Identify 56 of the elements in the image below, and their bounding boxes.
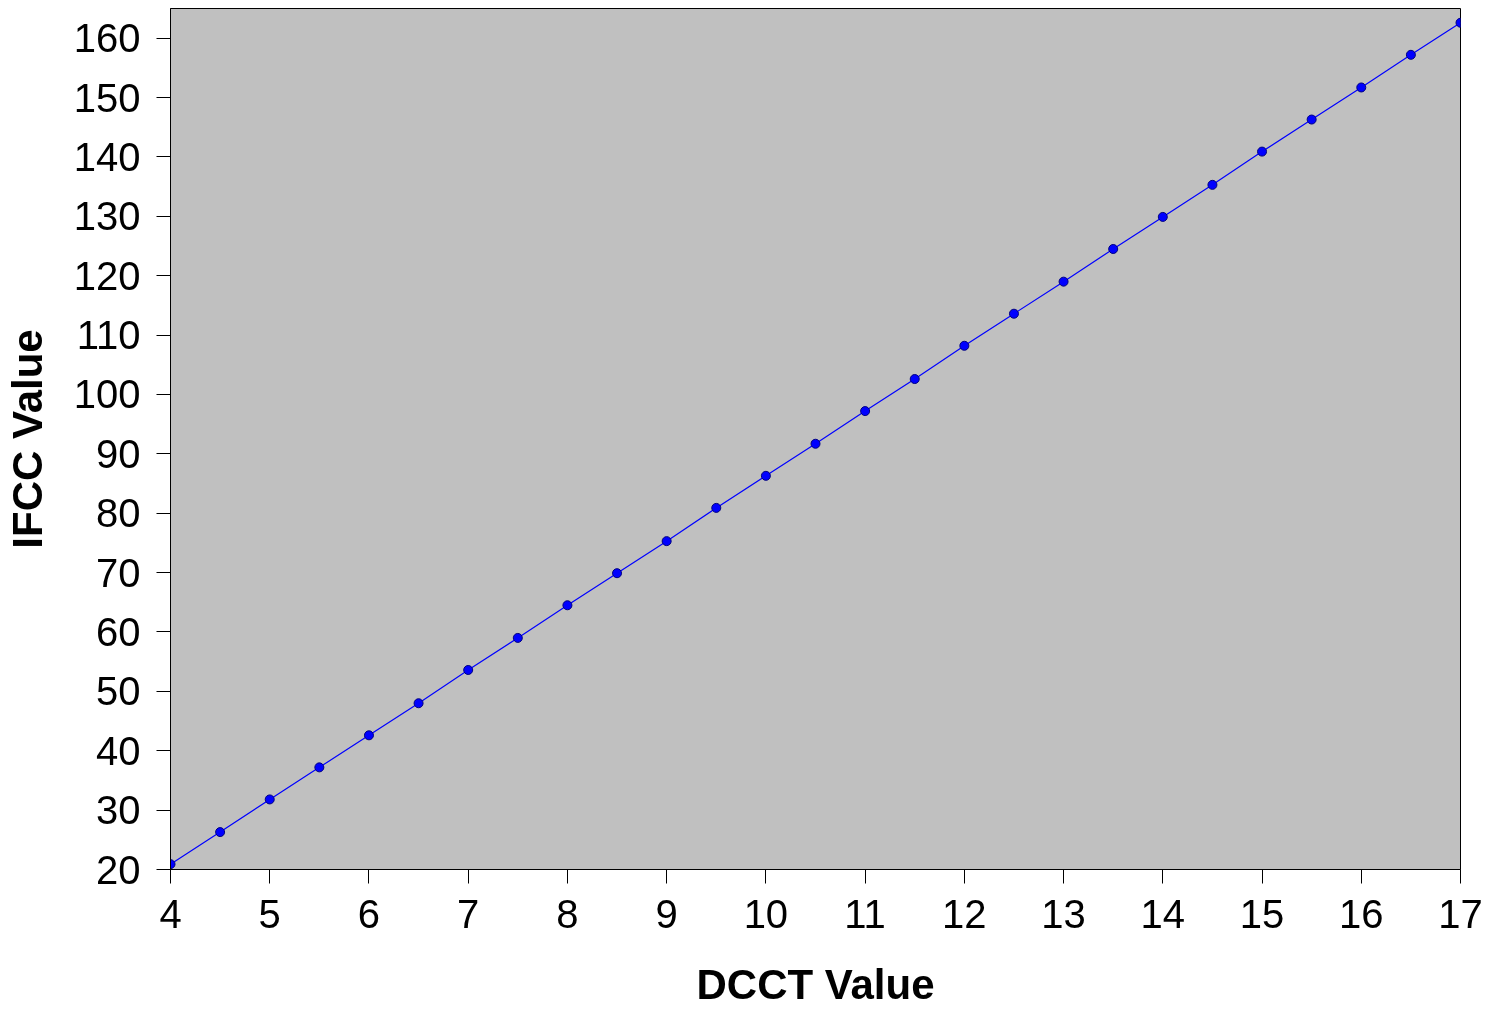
y-tick-label: 90 [96,431,141,476]
y-tick-label: 60 [96,609,141,654]
point [760,470,771,481]
x-axis-title: DCCT Value [696,960,935,1008]
point [711,502,722,513]
point [810,438,821,449]
y-tick-label: 80 [96,491,141,536]
point [1008,308,1019,319]
y-tick-label: 130 [73,194,141,239]
point [909,374,920,385]
point [463,664,474,675]
x-tick-label: 17 [1438,891,1483,936]
point [512,632,523,643]
point [1306,114,1317,125]
x-tick-label: 6 [357,891,381,936]
point [1058,276,1069,287]
x-tick-label: 13 [1041,891,1086,936]
y-tick-label: 30 [96,788,141,833]
x-tick-label: 14 [1140,891,1186,936]
x-tick-label: 8 [556,891,579,936]
point [1207,179,1218,190]
point [1405,49,1416,60]
y-tick-label: 70 [96,550,141,595]
y-tick-label: 160 [73,16,141,61]
point [1257,146,1268,157]
point [860,406,871,417]
x-tick-label: 11 [844,891,886,936]
point [959,340,970,351]
y-tick-label: 50 [96,669,141,714]
point [413,698,424,709]
y-tick-label: 100 [73,372,141,417]
x-tick-label: 5 [258,891,281,936]
y-tick-label: 110 [76,313,141,358]
y-axis-title: IFCC Value [3,329,51,549]
y-tick-label: 150 [73,75,141,120]
point [562,600,573,611]
x-tick-label: 7 [457,891,480,936]
point [661,536,672,547]
point [215,827,226,838]
point [363,730,374,741]
point [264,794,275,805]
y-tick-label: 20 [96,847,141,892]
x-tick-label: 12 [942,891,987,936]
point [1356,82,1367,93]
y-tick-label: 140 [73,134,141,179]
x-tick-label: 15 [1239,891,1285,936]
x-tick-label: 4 [159,891,182,936]
x-tick-label: 9 [655,891,678,936]
x-tick-label: 16 [1339,891,1384,936]
y-tick-label: 40 [96,728,141,773]
y-tick-label: 120 [73,253,141,298]
point [1157,211,1168,222]
point [1108,244,1119,254]
point [612,568,623,579]
point [314,762,325,773]
x-tick-label: 10 [743,891,789,936]
